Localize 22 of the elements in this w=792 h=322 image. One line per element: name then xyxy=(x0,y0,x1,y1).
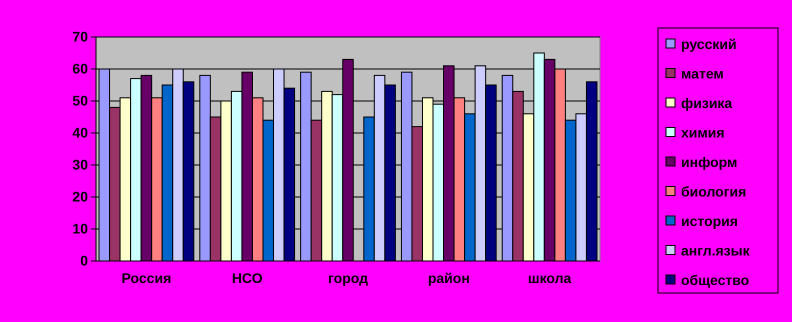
y-tick-label: 40 xyxy=(72,124,88,140)
x-tick-label: НСО xyxy=(232,270,263,286)
legend-label: история xyxy=(681,213,738,229)
x-tick-label: Россия xyxy=(122,270,172,286)
legend-label: матем xyxy=(681,66,724,82)
legend-label: химия xyxy=(681,124,725,140)
y-tick-label: 60 xyxy=(72,60,88,76)
legend-label: общество xyxy=(681,272,750,288)
y-tick-label: 50 xyxy=(72,92,88,108)
y-tick-label: 30 xyxy=(72,156,88,172)
x-tick-label: город xyxy=(328,270,368,286)
legend-label: биология xyxy=(681,184,746,200)
legend-label: физика xyxy=(681,95,732,111)
x-tick-label: школа xyxy=(528,270,572,286)
x-tick-label: район xyxy=(428,270,470,286)
y-tick-label: 0 xyxy=(80,252,88,268)
y-tick-label: 10 xyxy=(72,220,88,236)
legend-label: информ xyxy=(681,154,738,170)
y-tick-label: 20 xyxy=(72,188,88,204)
y-tick-label: 70 xyxy=(72,28,88,44)
legend-label: русский xyxy=(681,36,737,52)
legend-label: англ.язык xyxy=(681,242,751,258)
